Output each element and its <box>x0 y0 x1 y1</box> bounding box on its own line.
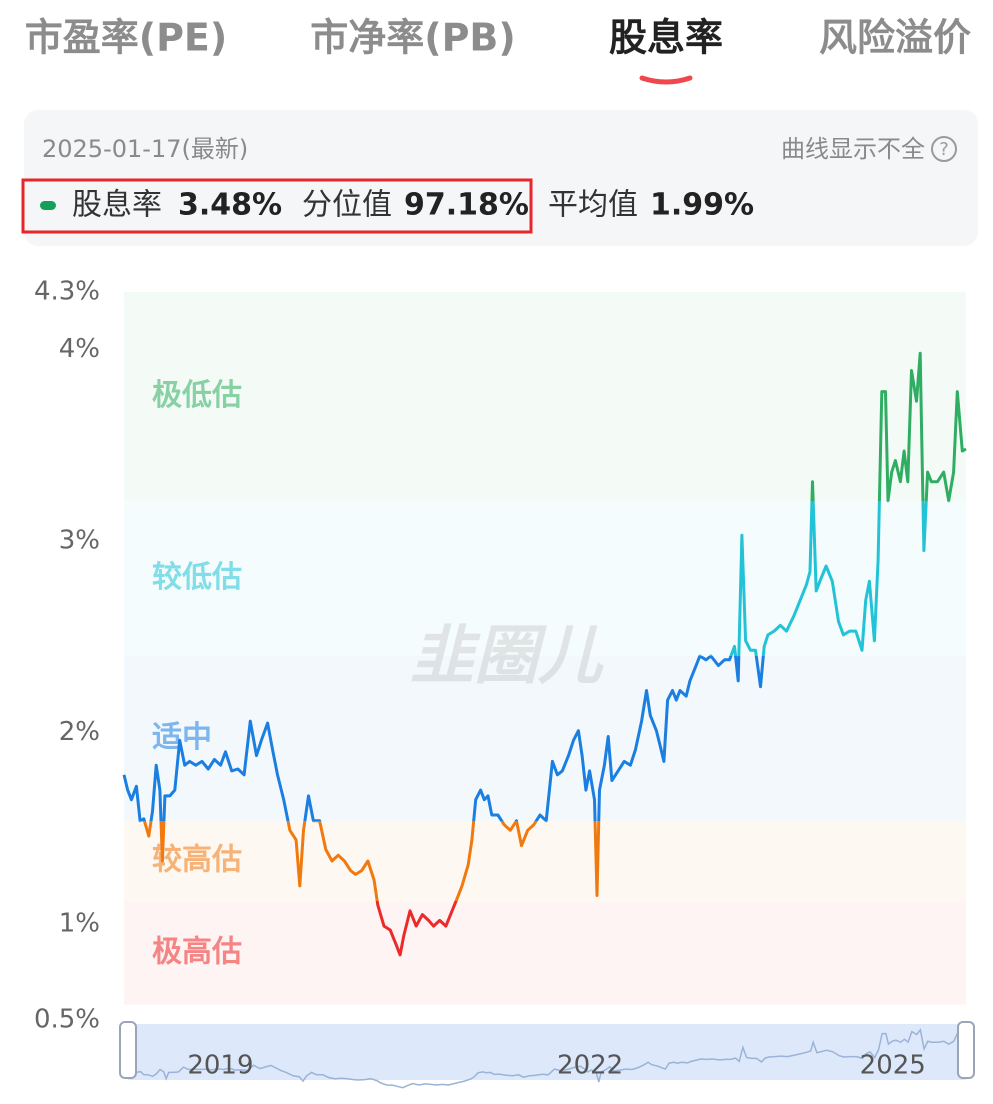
zone-label: 较低估 <box>152 560 242 595</box>
tab[interactable]: 市盈率(PE) <box>25 16 228 60</box>
tab-underline <box>639 75 693 85</box>
stat-value: 97.18% <box>404 188 529 223</box>
stat-label: 平均值 <box>548 188 638 223</box>
help-icon-text[interactable]: ? <box>939 139 949 160</box>
navigator-line <box>127 1028 967 1089</box>
zone-band <box>124 500 966 656</box>
y-tick-label: 4% <box>59 334 100 364</box>
tab[interactable]: 风险溢价 <box>819 16 971 60</box>
zone-label: 极低估 <box>152 378 242 413</box>
navigator-handle[interactable] <box>957 1021 975 1079</box>
y-tick-label: 4.3% <box>34 277 100 307</box>
watermark: 韭圈儿 <box>410 620 604 694</box>
x-tick-label: 2019 <box>187 1051 253 1081</box>
date: 2025-01-17(最新) <box>42 135 248 163</box>
series-dot <box>40 201 56 210</box>
curve-note[interactable]: 曲线显示不全 <box>781 135 925 163</box>
tab[interactable]: 市净率(PB) <box>310 16 516 60</box>
x-tick-label: 2025 <box>860 1051 926 1081</box>
zone-band <box>124 292 966 501</box>
y-tick-label: 0.5% <box>34 1005 100 1035</box>
y-tick-label: 2% <box>59 717 100 747</box>
navigator-bg <box>128 1024 966 1080</box>
navigator-handle[interactable] <box>119 1021 137 1079</box>
zone-label: 极高估 <box>152 934 242 969</box>
y-tick-label: 3% <box>59 526 100 556</box>
highlight-box <box>21 178 533 234</box>
x-tick-label: 2022 <box>557 1051 623 1081</box>
stat-label: 股息率 <box>72 188 162 223</box>
stat-label: 分位值 <box>302 188 392 223</box>
y-tick-label: 1% <box>59 909 100 939</box>
zone-band <box>124 656 966 821</box>
help-icon[interactable] <box>931 136 957 162</box>
dividend-yield-line <box>122 351 967 957</box>
zone-label: 较高估 <box>152 842 242 877</box>
zone-band <box>124 820 966 902</box>
stat-value: 3.48% <box>178 188 282 223</box>
stat-value: 1.99% <box>650 188 754 223</box>
tab[interactable]: 股息率 <box>609 16 723 60</box>
zone-band <box>124 901 966 1005</box>
info-panel <box>24 110 978 246</box>
